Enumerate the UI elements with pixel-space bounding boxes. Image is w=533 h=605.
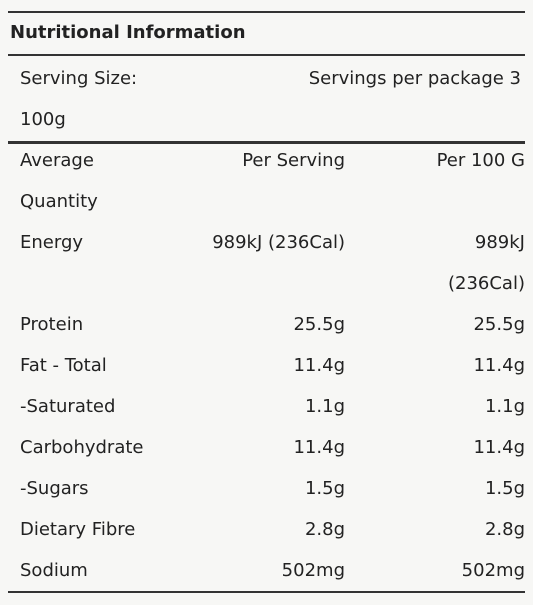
cell-text: 2.8g: [304, 519, 345, 540]
cell-text: Fat - Total: [20, 355, 107, 376]
cell-text: Dietary Fibre: [20, 519, 136, 540]
cell: -Saturated: [0, 386, 180, 427]
cell-text: 11.4g: [293, 355, 345, 376]
cell-text: Per 100 G: [436, 150, 525, 171]
cell-text: 989kJ (236Cal): [212, 232, 345, 253]
nutrient-row: Energy 989kJ (236Cal) 989kJ (236Cal): [0, 222, 525, 304]
cell-text: Average Quantity: [20, 150, 98, 212]
cell-text: 502mg: [461, 560, 525, 581]
cell: 2.8g: [345, 509, 525, 550]
cell-text: -Saturated: [20, 396, 116, 417]
cell-text: Carbohydrate: [20, 437, 144, 458]
cell-text: Energy: [20, 232, 84, 253]
serving-size: 100g: [20, 109, 66, 130]
cell-text: 1.5g: [304, 478, 345, 499]
nutrient-row: Fat - Total 11.4g 11.4g: [0, 345, 525, 386]
cell-text: 11.4g: [473, 355, 525, 376]
cell: Sodium: [0, 550, 180, 591]
cell: Per 100 G: [345, 140, 525, 222]
cell: 11.4g: [180, 427, 345, 468]
cell-text: 1.5g: [484, 478, 525, 499]
cell: 502mg: [180, 550, 345, 591]
title: Nutritional Information: [10, 22, 246, 43]
cell-text: 25.5g: [293, 314, 345, 335]
cell-text: 502mg: [281, 560, 345, 581]
cell: 1.5g: [180, 468, 345, 509]
cell-text: -Sugars: [20, 478, 89, 499]
nutrient-row: Dietary Fibre 2.8g 2.8g: [0, 509, 525, 550]
cell-text: Per Serving: [242, 150, 345, 171]
nutrient-row: Carbohydrate 11.4g 11.4g: [0, 427, 525, 468]
bottom-rule: [8, 591, 525, 593]
cell: 1.1g: [180, 386, 345, 427]
cell: 502mg: [345, 550, 525, 591]
cell: Energy: [0, 222, 180, 304]
cell-text: 25.5g: [473, 314, 525, 335]
nutrition-table: Average Quantity Per Serving Per 100 G Ener…: [0, 140, 525, 591]
nutrient-row: -Saturated 1.1g 1.1g: [0, 386, 525, 427]
cell-text: 1.1g: [304, 396, 345, 417]
cell: Carbohydrate: [0, 427, 180, 468]
cell: 1.5g: [345, 468, 525, 509]
cell-text: 1.1g: [484, 396, 525, 417]
cell: 11.4g: [345, 427, 525, 468]
nutrient-row: -Sugars 1.5g 1.5g: [0, 468, 525, 509]
nutrient-row: Protein 25.5g 25.5g: [0, 304, 525, 345]
cell: 11.4g: [345, 345, 525, 386]
cell: Fat - Total: [0, 345, 180, 386]
serving-size-label: Serving Size:: [20, 68, 138, 89]
cell-text: Sodium: [20, 560, 88, 581]
header-rule: [8, 141, 525, 144]
cell-text: 2.8g: [484, 519, 525, 540]
cell: Per Serving: [180, 140, 345, 222]
cell: 25.5g: [345, 304, 525, 345]
cell: Dietary Fibre: [0, 509, 180, 550]
cell-text: 989kJ (236Cal): [447, 232, 525, 294]
cell: 989kJ (236Cal): [345, 222, 525, 304]
cell: 11.4g: [180, 345, 345, 386]
cell-text: 11.4g: [293, 437, 345, 458]
top-rule: [8, 11, 525, 13]
cell: 25.5g: [180, 304, 345, 345]
cell: -Sugars: [0, 468, 180, 509]
cell: Protein: [0, 304, 180, 345]
nutrient-row: Sodium 502mg 502mg: [0, 550, 525, 591]
cell: 1.1g: [345, 386, 525, 427]
servings-per-package: Servings per package 3: [308, 68, 521, 89]
cell-text: Protein: [20, 314, 84, 335]
cell: Average Quantity: [0, 140, 180, 222]
cell-text: 11.4g: [473, 437, 525, 458]
header-row: Average Quantity Per Serving Per 100 G: [0, 140, 525, 222]
title-rule: [8, 54, 525, 56]
cell: 2.8g: [180, 509, 345, 550]
cell: 989kJ (236Cal): [180, 222, 345, 304]
